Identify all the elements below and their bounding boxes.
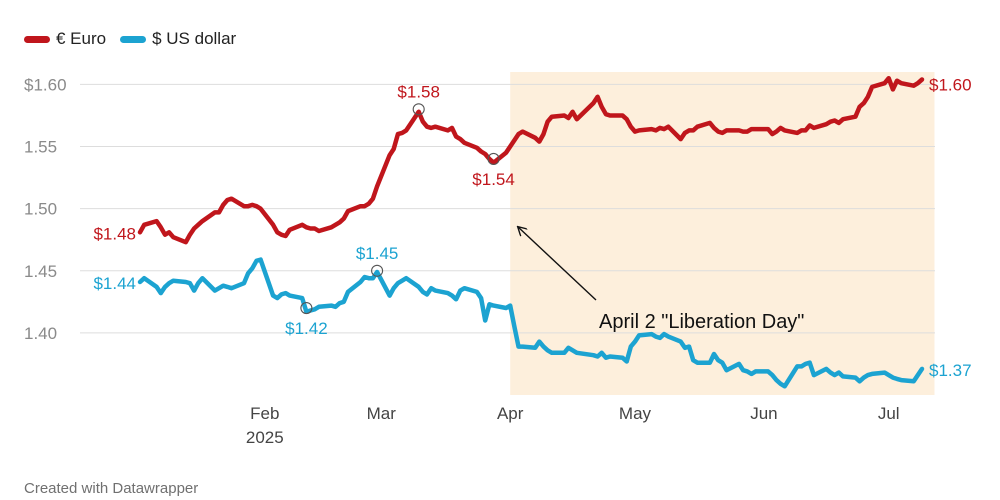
- x-tick-label: Apr: [497, 404, 524, 423]
- x-tick-label: May: [619, 404, 652, 423]
- annotation-text: April 2 "Liberation Day": [599, 311, 804, 333]
- data-label: $1.54: [472, 170, 515, 189]
- footer-credit: Created with Datawrapper: [24, 480, 199, 497]
- euro-swatch: [24, 35, 50, 43]
- y-tick-label: 1.55: [24, 138, 57, 157]
- highlight-band: [510, 72, 935, 395]
- data-label: $1.44: [93, 274, 136, 293]
- x-tick-label: Jun: [750, 404, 777, 423]
- data-label: $1.48: [93, 225, 136, 244]
- legend-item-usd[interactable]: $ US dollar: [120, 29, 236, 49]
- legend-label-usd: $ US dollar: [152, 29, 237, 48]
- legend-item-euro[interactable]: € Euro: [24, 29, 106, 49]
- data-label: $1.45: [356, 244, 399, 263]
- data-label: $1.42: [285, 319, 328, 338]
- y-tick-label: $1.60: [24, 75, 67, 94]
- x-tick-label: Mar: [367, 404, 397, 423]
- data-label: $1.37: [929, 361, 972, 380]
- point-marker: [487, 152, 500, 166]
- data-label: $1.58: [397, 82, 440, 101]
- point-marker: [371, 264, 384, 277]
- series-line-usd: [137, 257, 925, 389]
- line-chart: $1.60 1.55 1.50 1.45 1.40 Feb 2025 Mar Apr May Jun…: [24, 72, 972, 447]
- x-tick-sublabel: 2025: [246, 428, 284, 447]
- y-tick-label: 1.45: [24, 262, 57, 281]
- legend-label-euro: € Euro: [56, 29, 107, 48]
- y-tick-label: 1.50: [24, 200, 57, 219]
- series-line-euro: [137, 75, 925, 245]
- x-tick-label: Jul: [878, 404, 900, 423]
- annotation-arrow: [518, 227, 597, 301]
- usd-swatch: [120, 35, 147, 43]
- legend: € Euro $ US dollar: [24, 29, 236, 49]
- point-marker: [412, 103, 425, 116]
- y-tick-label: 1.40: [24, 324, 57, 343]
- data-label: $1.60: [929, 75, 972, 94]
- point-marker: [300, 301, 313, 315]
- x-tick-label: Feb: [250, 404, 279, 423]
